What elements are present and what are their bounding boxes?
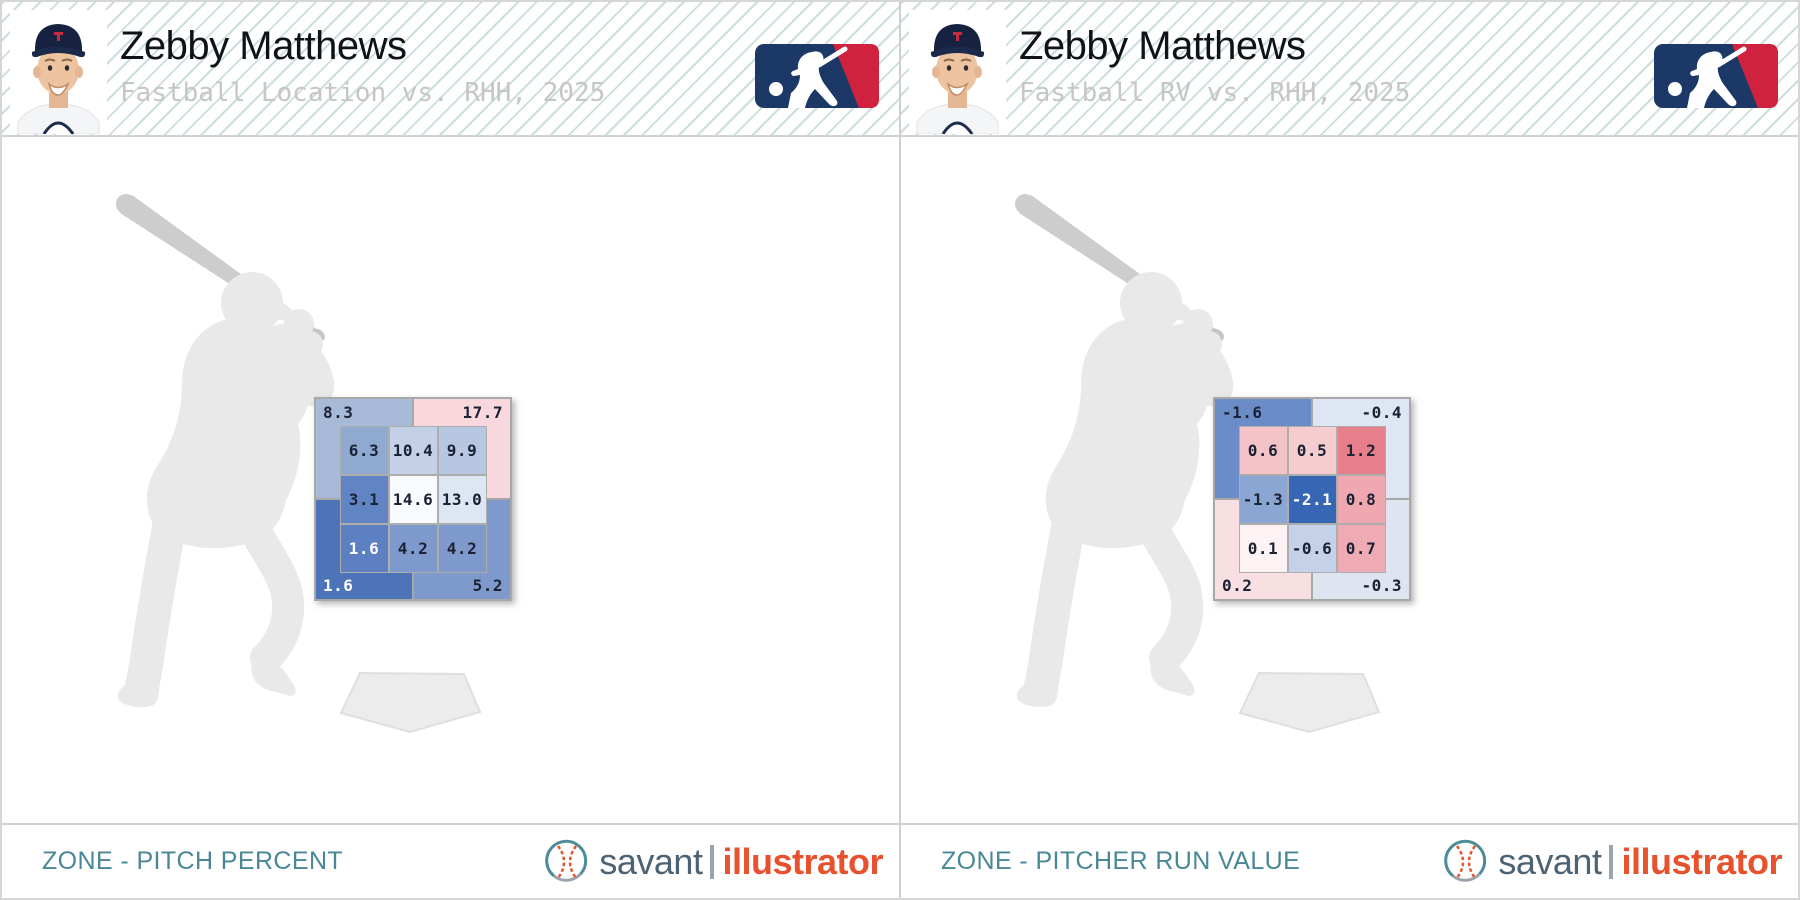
zone-value-label: -0.4 xyxy=(1361,403,1402,422)
zone-value-label: -2.1 xyxy=(1291,489,1333,509)
player-name: Zebby Matthews xyxy=(120,24,407,68)
zone-value-label: 0.2 xyxy=(1222,576,1253,595)
zone-value-label: 10.4 xyxy=(392,440,434,460)
batter-silhouette xyxy=(1015,194,1234,707)
zone-value-label: 3.1 xyxy=(348,489,380,509)
player-headshot xyxy=(10,10,107,134)
panel-header: Zebby Matthews Fastball Location vs. RHH… xyxy=(2,2,899,137)
zone-cell-r0c1: 10.4 xyxy=(388,425,438,475)
panel-footer: ZONE - PITCHER RUN VALUE savant illustra… xyxy=(901,823,1798,898)
strike-zone-heatmap: -1.6 -0.4 0.2 -0.3 0.6 0.5 1.2 -1.3 -2.1 0.8 0.1 -0… xyxy=(1213,397,1411,601)
zone-value-label: 8.3 xyxy=(323,403,354,422)
home-plate xyxy=(1238,671,1381,734)
zone-value-label: 4.2 xyxy=(446,538,478,558)
panel-header: Zebby Matthews Fastball RV vs. RHH, 2025 xyxy=(901,2,1798,137)
brand-divider xyxy=(710,844,715,879)
zone-cell-r1c1: -2.1 xyxy=(1287,474,1337,524)
panel-run-value: Zebby Matthews Fastball RV vs. RHH, 2025 xyxy=(899,2,1798,898)
brand-illustrator-text: illustrator xyxy=(722,840,883,882)
zone-value-label: 0.6 xyxy=(1247,440,1279,460)
panel-footer: ZONE - PITCH PERCENT savant illustrator xyxy=(2,823,899,898)
zone-value-label: 0.1 xyxy=(1247,538,1279,558)
zone-value-label: 0.5 xyxy=(1296,440,1328,460)
zone-cell-r1c1: 14.6 xyxy=(388,474,438,524)
zone-cell-r1c0: 3.1 xyxy=(339,474,389,524)
baseball-icon xyxy=(1444,839,1487,882)
zone-cell-r1c0: -1.3 xyxy=(1238,474,1288,524)
zone-value-label: 14.6 xyxy=(392,489,434,509)
footer-metric-label: ZONE - PITCH PERCENT xyxy=(42,847,344,875)
brand-savant-text: savant xyxy=(599,840,703,882)
zone-value-label: -0.6 xyxy=(1291,538,1333,558)
zone-value-label: -1.6 xyxy=(1222,403,1263,422)
zone-cell-r2c1: 4.2 xyxy=(388,523,438,573)
zone-value-label: 0.7 xyxy=(1345,538,1377,558)
chart-subtitle: Fastball Location vs. RHH, 2025 xyxy=(120,78,606,108)
footer-metric-label: ZONE - PITCHER RUN VALUE xyxy=(941,847,1301,875)
mlb-logo xyxy=(1654,44,1778,108)
zone-cell-r2c2: 0.7 xyxy=(1336,523,1386,573)
brand-divider xyxy=(1609,844,1614,879)
baseball-icon xyxy=(545,839,588,882)
brand-illustrator-text: illustrator xyxy=(1621,840,1782,882)
zone-cell-r2c0: 1.6 xyxy=(339,523,389,573)
panel-pitch-percent: Zebby Matthews Fastball Location vs. RHH… xyxy=(2,2,899,898)
zone-value-label: 0.8 xyxy=(1345,489,1377,509)
zone-cell-r0c0: 0.6 xyxy=(1238,425,1288,475)
mlb-logo xyxy=(755,44,879,108)
brand-savant-text: savant xyxy=(1498,840,1602,882)
zone-value-label: 13.0 xyxy=(441,489,483,509)
zone-cell-r2c2: 4.2 xyxy=(437,523,487,573)
zone-cell-r1c2: 0.8 xyxy=(1336,474,1386,524)
zone-cell-r0c1: 0.5 xyxy=(1287,425,1337,475)
zone-cell-r1c2: 13.0 xyxy=(437,474,487,524)
zone-value-label: 1.2 xyxy=(1345,440,1377,460)
player-headshot xyxy=(909,10,1006,134)
zone-value-label: -1.3 xyxy=(1242,489,1284,509)
chart-subtitle: Fastball RV vs. RHH, 2025 xyxy=(1019,78,1411,108)
player-name: Zebby Matthews xyxy=(1019,24,1306,68)
strike-zone-heatmap: 8.3 17.7 1.6 5.2 6.3 10.4 9.9 3.1 14.6 13.0 1.6 4.2… xyxy=(314,397,512,601)
zone-value-label: 4.2 xyxy=(397,538,429,558)
savant-illustrator-brand: savant illustrator xyxy=(1443,839,1782,885)
zone-value-label: 9.9 xyxy=(446,440,478,460)
zone-value-label: 1.6 xyxy=(348,538,380,558)
batter-silhouette xyxy=(116,194,335,707)
zone-value-label: 5.2 xyxy=(472,576,503,595)
home-plate xyxy=(339,671,482,734)
zone-cell-r0c2: 9.9 xyxy=(437,425,487,475)
zone-cell-r2c1: -0.6 xyxy=(1287,523,1337,573)
zone-value-label: 17.7 xyxy=(462,403,503,422)
zone-value-label: -0.3 xyxy=(1361,576,1402,595)
zone-value-label: 1.6 xyxy=(323,576,354,595)
zone-cell-r2c0: 0.1 xyxy=(1238,523,1288,573)
zone-value-label: 6.3 xyxy=(348,440,380,460)
zone-cell-r0c0: 6.3 xyxy=(339,425,389,475)
savant-illustrator-brand: savant illustrator xyxy=(544,839,883,885)
zone-cell-r0c2: 1.2 xyxy=(1336,425,1386,475)
